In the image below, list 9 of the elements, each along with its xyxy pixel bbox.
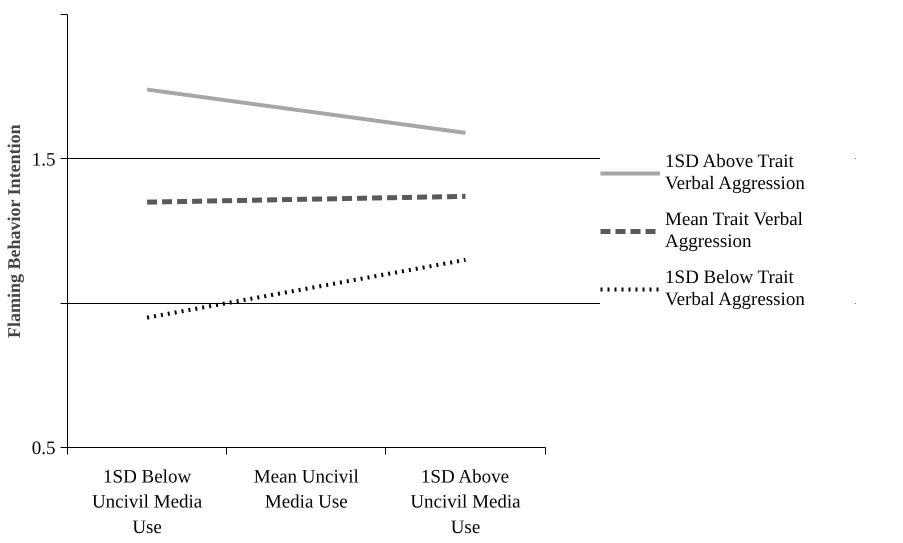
y-tick-label: 0.5 (32, 438, 56, 459)
legend-label: 1SD Above Trait Verbal Aggression (665, 150, 806, 194)
y-tick-label: 1.5 (32, 149, 56, 170)
x-tick-label: 1SD Below Uncivil Media Use (92, 466, 203, 538)
legend-label: Mean Trait Verbal Aggression (665, 208, 804, 252)
legend-label: 1SD Below Trait Verbal Aggression (665, 266, 806, 310)
x-tick-label: Mean Uncivil Media Use (254, 466, 359, 513)
y-axis-title: Flaming Behavior Intention (4, 124, 24, 338)
x-tick-label: 1SD Above Uncivil Media Use (410, 466, 522, 538)
